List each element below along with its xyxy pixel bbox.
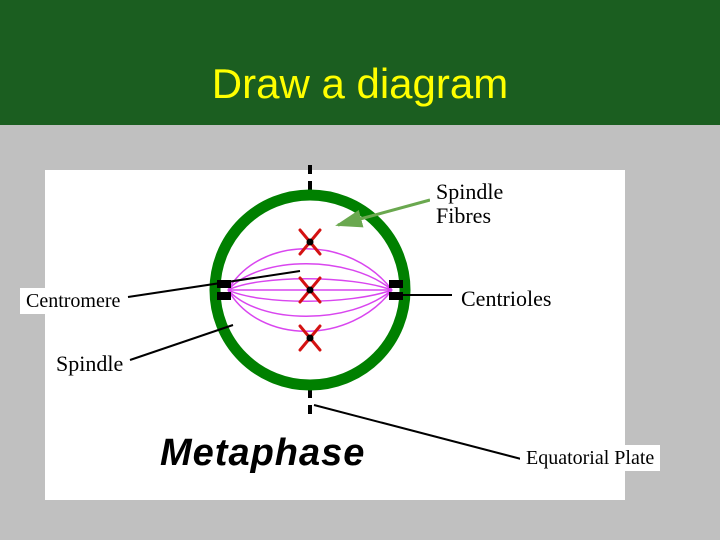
centromere-dot [307, 335, 314, 342]
page-title: Draw a diagram [0, 60, 720, 108]
cell-diagram [180, 160, 440, 420]
label-centrioles: Centrioles [455, 285, 557, 313]
centromere-dot [307, 287, 314, 294]
label-equatorial-plate: Equatorial Plate [520, 445, 660, 471]
centromere-dot [307, 239, 314, 246]
label-centromere: Centromere [20, 288, 126, 314]
label-spindle-fibres: Spindle Fibres [430, 178, 509, 230]
diagram-caption: Metaphase [160, 432, 365, 475]
label-spindle: Spindle [50, 350, 129, 378]
